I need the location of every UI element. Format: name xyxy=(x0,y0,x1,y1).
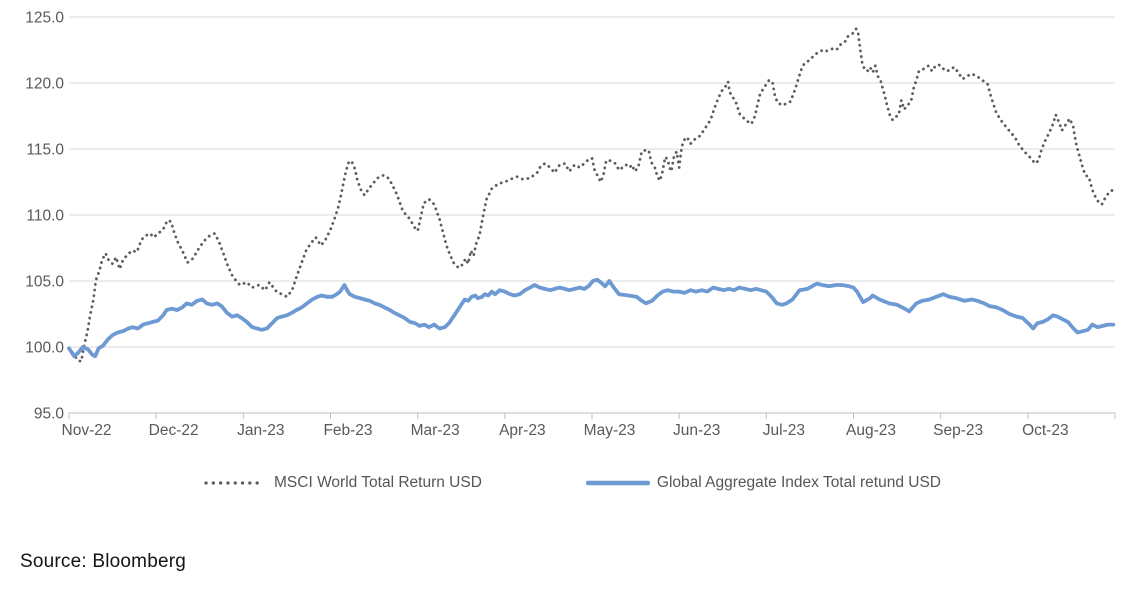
x-axis-label: Dec-22 xyxy=(149,422,199,439)
x-axis-label: Mar-23 xyxy=(411,422,460,439)
line-chart-plot-area: 125.0 120.0 115.0 110.0 105.0 100.0 95.0Nov-22… xyxy=(25,10,1116,439)
legend-item-gai: Global Aggregate Index Total retund USD xyxy=(585,474,941,492)
y-axis-label: 115.0 xyxy=(26,142,64,159)
gai-solid-line-sample xyxy=(585,480,650,486)
x-axis-label: Aug-23 xyxy=(846,422,896,439)
source-note: Source: Bloomberg xyxy=(20,551,187,572)
legend-item-msci: MSCI World Total Return USD xyxy=(203,474,482,492)
x-axis-label: Jul-23 xyxy=(763,422,805,439)
y-axis-label: 125.0 xyxy=(25,10,64,27)
y-axis-label: 95.0 xyxy=(34,406,65,423)
legend-label-gai: Global Aggregate Index Total retund USD xyxy=(656,474,941,491)
y-axis-label: 100.0 xyxy=(25,340,64,357)
x-axis-label: Nov-22 xyxy=(62,422,112,439)
x-axis-label: Feb-23 xyxy=(323,422,372,439)
series-line-msci-world xyxy=(67,27,1115,363)
y-axis-label: 110.0 xyxy=(26,208,64,225)
x-axis-label: Jun-23 xyxy=(673,422,720,439)
x-axis-label: Oct-23 xyxy=(1022,422,1069,439)
x-axis-label: Apr-23 xyxy=(499,422,546,439)
chart-legend: MSCI World Total Return USD Global Aggre… xyxy=(0,474,1144,492)
legend-label-msci: MSCI World Total Return USD xyxy=(274,474,482,491)
x-axis-label: May-23 xyxy=(584,422,636,439)
series-line-global-aggregate xyxy=(67,277,1116,359)
y-axis-label: 105.0 xyxy=(25,274,64,291)
y-axis-label: 120.0 xyxy=(25,76,64,93)
x-axis-label: Sep-23 xyxy=(933,422,983,439)
x-axis-label: Jan-23 xyxy=(237,422,284,439)
msci-dotted-line-sample xyxy=(204,481,266,485)
